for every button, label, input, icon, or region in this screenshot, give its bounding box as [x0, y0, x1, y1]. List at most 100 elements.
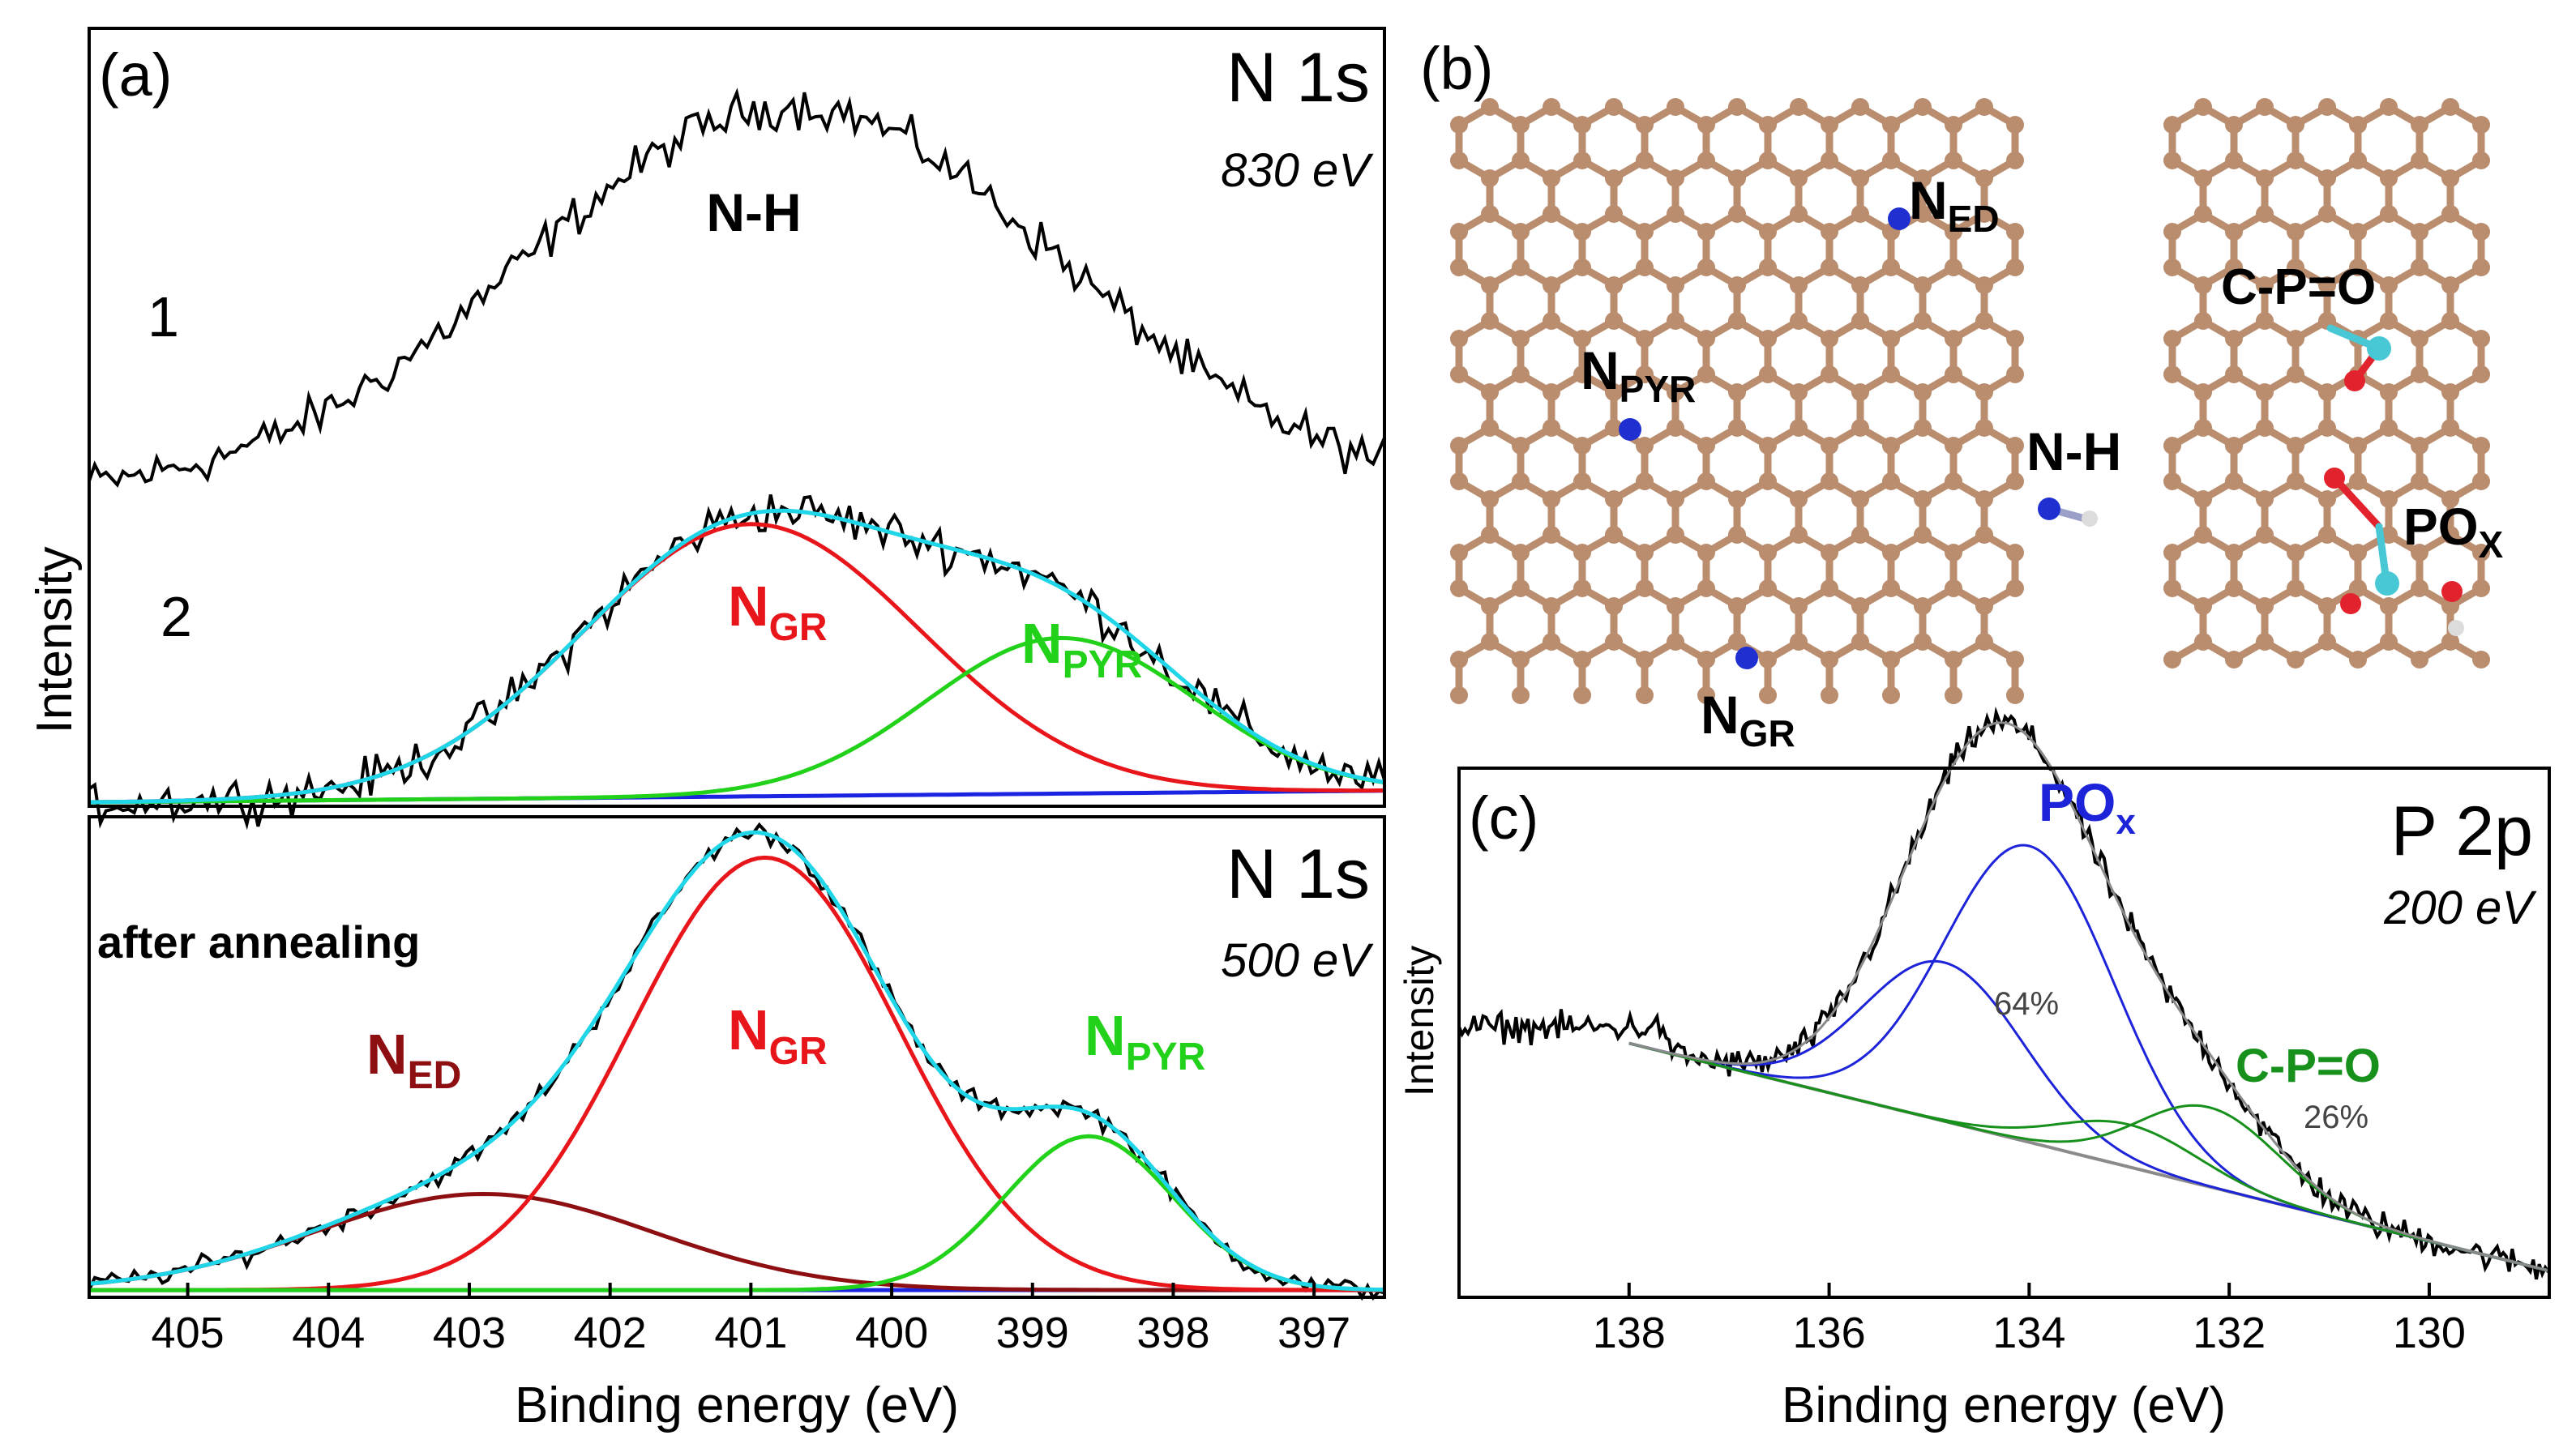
- lattice-right-carbon-atom-50: [2380, 312, 2398, 330]
- lattice-left-carbon-atom-205: [1882, 651, 1900, 668]
- c-x-tick-label-130: 130: [2393, 1309, 2466, 1357]
- lattice-left-carbon-atom-77: [1450, 330, 1468, 348]
- a-x-tick-label-405: 405: [152, 1309, 225, 1357]
- lattice-right-carbon-atom-20: [2472, 152, 2490, 169]
- lattice-left-carbon-atom-4: [1605, 98, 1623, 116]
- pox-p-atom: [2375, 571, 2399, 596]
- lattice-left-carbon-atom-60: [1543, 276, 1560, 294]
- lattice-left-carbon-atom-16: [1975, 98, 1993, 116]
- lattice-left-carbon-atom-145: [1882, 472, 1900, 490]
- lattice-left-carbon-atom-96: [1450, 365, 1468, 383]
- cpo-peak-label: C-P=O: [2236, 1040, 2381, 1092]
- lattice-left-carbon-atom-62: [1605, 276, 1623, 294]
- lattice-left-carbon-atom-76: [1481, 312, 1499, 330]
- ngr-atom-label: NGR: [1701, 685, 1795, 754]
- lattice-left-carbon-atom-132: [1512, 472, 1530, 490]
- lattice-right-carbon-atom-54: [2225, 365, 2243, 383]
- lattice-left-carbon-atom-142: [1728, 490, 1746, 508]
- lattice-left-carbon-atom-111: [2006, 330, 2024, 348]
- lattice-left-carbon-atom-13: [1821, 116, 1838, 134]
- lattice-right-carbon-atom-58: [2256, 383, 2274, 401]
- lattice-right-carbon-atom-38: [2318, 276, 2336, 294]
- lattice-left-carbon-atom-9: [1697, 116, 1715, 134]
- lattice-right-carbon-atom-23: [2163, 223, 2181, 241]
- lattice-left-carbon-atom-51: [1821, 223, 1838, 241]
- lattice-left-carbon-atom-66: [1728, 276, 1746, 294]
- lattice-left-carbon-atom-208: [1512, 686, 1530, 704]
- lattice-left-carbon-atom-64: [1667, 276, 1684, 294]
- lattice-left-carbon-atom-25: [1697, 152, 1715, 169]
- lattice-left-carbon-atom-110: [1914, 383, 1932, 401]
- envelope-c: [1628, 721, 2550, 1272]
- lattice-right-carbon-atom-26: [2318, 205, 2336, 223]
- lattice-right-carbon-atom-39: [2411, 258, 2428, 276]
- lattice-right-carbon-atom-29: [2349, 223, 2367, 241]
- ngr-label-bottom: NGR: [728, 998, 828, 1073]
- panel-c-xlabel: Binding energy (eV): [1782, 1378, 2226, 1433]
- lattice-right-carbon-atom-3: [2225, 116, 2243, 134]
- lattice-left-carbon-atom-31: [1882, 152, 1900, 169]
- lattice-left-carbon-atom-155: [1512, 544, 1530, 562]
- plot-a-top-marks: [88, 88, 1386, 831]
- lattice-left-carbon-atom-149: [2006, 437, 2024, 455]
- lattice-left-carbon-atom-157: [1573, 544, 1591, 562]
- lattice-left-carbon-atom-34: [1914, 169, 1932, 187]
- lattice-right-carbon-atom-96: [2441, 526, 2459, 544]
- lattice-left-carbon-atom-190: [1481, 633, 1499, 651]
- lattice-left-carbon-atom-120: [1667, 419, 1684, 437]
- lattice-left-carbon-atom-8: [1728, 98, 1746, 116]
- lattice-right-carbon-atom-72: [2380, 419, 2398, 437]
- lattice-right-carbon-atom-89: [2163, 544, 2181, 562]
- lattice-left-carbon-atom-86: [1790, 312, 1808, 330]
- lattice-right-carbon-atom-119: [2411, 651, 2428, 668]
- lattice-right-carbon-atom-55: [2194, 383, 2212, 401]
- lattice-left-carbon-atom-102: [1667, 383, 1684, 401]
- lattice-left-carbon-atom-11: [1759, 116, 1777, 134]
- lattice-right-carbon-atom-97: [2411, 544, 2428, 562]
- lattice-left-carbon-atom-151: [1975, 490, 1993, 508]
- lattice-left-carbon-atom-182: [1790, 597, 1808, 615]
- lattice-left-carbon-atom-148: [1914, 490, 1932, 508]
- curve-label-1: 1: [148, 285, 179, 348]
- lattice-left-carbon-atom-54: [1975, 205, 1993, 223]
- lattice-left-carbon-atom-22: [1543, 169, 1560, 187]
- panel-a-label: (a): [99, 41, 172, 109]
- lattice-left-carbon-atom-29: [1821, 152, 1838, 169]
- lattice-left-carbon-atom-84: [1728, 312, 1746, 330]
- panel-a-bottom: N 1s 500 eV after annealing NED NGR NPYR…: [88, 815, 1386, 1433]
- pox-percent: 64%: [1994, 986, 2059, 1022]
- lattice-left-carbon-atom-74: [2006, 258, 2024, 276]
- panel-c-ylabel: Intensity: [1397, 946, 1442, 1096]
- lattice-left-carbon-atom-123: [1697, 437, 1715, 455]
- lattice-left-carbon-atom-44: [1667, 205, 1684, 223]
- lattice-right-carbon-atom-53: [2411, 330, 2428, 348]
- lattice-right-carbon-atom-83: [2411, 472, 2428, 490]
- lattice-left-carbon-atom-79: [1512, 330, 1530, 348]
- lattice-right-carbon-atom-27: [2287, 223, 2304, 241]
- lattice-right-carbon-atom-115: [2287, 651, 2304, 668]
- lattice-right-carbon-atom-77: [2194, 490, 2212, 508]
- pox-component-b: [1628, 959, 2550, 1272]
- lattice-right-carbon-atom-79: [2287, 472, 2304, 490]
- lattice-right-carbon-atom-78: [2163, 472, 2181, 490]
- lattice-left-carbon-atom-90: [1914, 312, 1932, 330]
- panel-c: (c) P 2p 200 eV POx 64% C-P=O 26% Intens…: [1397, 706, 2551, 1433]
- lattice-left-carbon-atom-152: [1481, 526, 1499, 544]
- lattice-left-carbon-atom-81: [1573, 330, 1591, 348]
- lattice-left-carbon-atom-136: [1543, 490, 1560, 508]
- lattice-left-carbon-atom-180: [1728, 597, 1746, 615]
- lattice-left-carbon-atom-174: [1543, 597, 1560, 615]
- lattice-left-carbon-atom-59: [1573, 258, 1591, 276]
- lattice-left-carbon-atom-3: [1512, 116, 1530, 134]
- lattice-right-carbon-atom-104: [2318, 597, 2336, 615]
- panel-c-title: P 2p: [2391, 792, 2533, 870]
- lattice-left-carbon-atom-187: [2006, 544, 2024, 562]
- pox-o-atom-3: [2441, 581, 2463, 602]
- lattice-left-carbon-atom-164: [1851, 526, 1869, 544]
- lattice-right-carbon-atom-103: [2349, 579, 2367, 597]
- lattice-left-carbon-atom-91: [1882, 330, 1900, 348]
- lattice-right-carbon-atom-107: [2472, 544, 2490, 562]
- a-x-tick-label-404: 404: [292, 1309, 365, 1357]
- lattice-left-carbon-atom-116: [1543, 419, 1560, 437]
